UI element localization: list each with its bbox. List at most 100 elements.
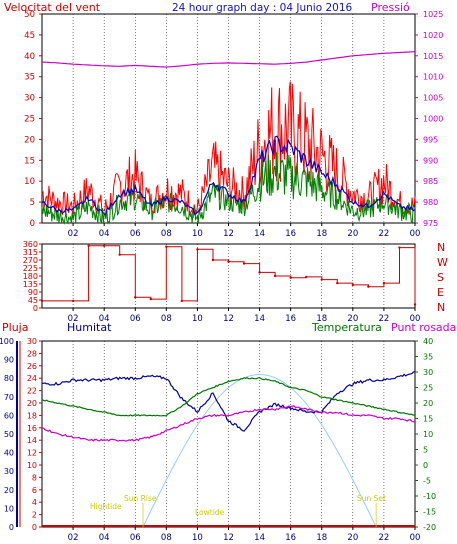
humidity-axis-label: 50 <box>4 430 14 439</box>
wind-direction-point <box>289 276 292 279</box>
humidity-x-label: 08 <box>161 533 172 543</box>
wind-direction-point <box>382 281 386 285</box>
rain-axis-label: 16 <box>27 424 37 433</box>
temperature-axis-label: -5 <box>423 477 431 486</box>
direction-x-label: 14 <box>254 314 265 324</box>
rain-axis-label: 14 <box>27 436 37 445</box>
wind-direction-point <box>351 283 355 287</box>
temperature-axis-label: -15 <box>423 508 436 517</box>
rain-axis-label: 26 <box>27 362 37 371</box>
direction-x-label: 22 <box>379 314 390 324</box>
humidity-line <box>41 370 416 432</box>
wind-direction-point <box>398 246 401 249</box>
humidity-x-label: 12 <box>223 533 234 543</box>
wind-direction-point <box>227 260 230 263</box>
pressure-axis-label: 1020 <box>423 31 443 40</box>
temperature-axis-label: 5 <box>423 446 428 455</box>
wind-direction-point <box>180 299 184 303</box>
direction-x-label: 08 <box>161 314 172 324</box>
compass-n-top: N <box>437 241 445 254</box>
humidity-axis-label: 60 <box>4 411 14 420</box>
direction-axis-label: 45 <box>28 296 38 305</box>
wind-axis-label: 45 <box>24 31 35 41</box>
wind-x-label: 00 <box>410 229 421 239</box>
wind-x-label: 16 <box>285 229 296 239</box>
rain-axis-label: 24 <box>27 374 37 383</box>
humidity-axis-label: 30 <box>4 467 14 476</box>
pressure-axis-label: 980 <box>423 198 438 207</box>
humidity-label: Humitat <box>67 321 112 334</box>
wind-direction-point <box>165 245 168 248</box>
wind-axis-label: 15 <box>24 156 35 166</box>
humidity-axis-label: 10 <box>4 504 14 513</box>
rain-axis-label: 12 <box>27 449 37 458</box>
wind-x-label: 02 <box>68 229 79 239</box>
wind-direction-point <box>305 275 308 279</box>
direction-x-label: 04 <box>99 314 110 324</box>
humidity-axis-label: 80 <box>4 374 14 383</box>
wind-x-label: 08 <box>161 229 172 239</box>
rain-axis-label: 6 <box>32 486 37 495</box>
pressure-axis-label: 975 <box>423 219 438 228</box>
humidity-axis-label: 20 <box>4 486 14 495</box>
rain-axis-label: 18 <box>27 411 37 420</box>
humidity-axis-label: 100 <box>0 337 14 346</box>
rain-label: Pluja <box>2 321 28 334</box>
temperature-axis-label: 10 <box>423 430 433 439</box>
humidity-axis-label: 90 <box>4 356 14 365</box>
direction-x-label: 12 <box>223 314 234 324</box>
humidity-x-label: 14 <box>254 533 265 543</box>
wind-direction-point <box>71 299 75 303</box>
dewpoint-label: Punt rosada <box>391 321 456 334</box>
sunset-annotation: Sun Set <box>357 494 386 503</box>
humidity-axis-label: 70 <box>4 393 14 402</box>
wind-axis-label: 25 <box>24 115 35 125</box>
wind-x-label: 10 <box>192 229 203 239</box>
rain-axis-label: 4 <box>32 498 37 507</box>
temperature-axis-label: 25 <box>423 384 433 393</box>
wind-speed-header: Velocitat del vent <box>4 1 101 14</box>
temperature-axis-label: 15 <box>423 415 433 424</box>
compass-w: W <box>437 256 448 269</box>
wind-axis-label: 10 <box>24 177 35 187</box>
temperature-axis-label: 20 <box>423 399 433 408</box>
direction-axis-label: 270 <box>23 256 38 265</box>
wind-direction-point <box>149 297 152 301</box>
direction-x-label: 18 <box>316 314 327 324</box>
direction-axis-label: 315 <box>23 248 38 257</box>
pressure-axis-label: 990 <box>423 156 438 165</box>
direction-axis-label: 90 <box>28 288 38 297</box>
temperature-axis-label: -20 <box>423 523 436 532</box>
rain-axis-label: 30 <box>27 337 37 346</box>
solar-radiation-curve <box>142 373 377 528</box>
humidity-x-label: 18 <box>316 533 327 543</box>
wind-average-line <box>41 135 416 216</box>
humidity-x-label: 04 <box>99 533 110 543</box>
wind-axis-label: 35 <box>24 73 35 83</box>
rain-axis-label: 0 <box>32 523 37 532</box>
direction-x-label: 02 <box>68 314 79 324</box>
pressure-axis-label: 1005 <box>423 94 443 103</box>
wind-axis-label: 40 <box>24 52 35 62</box>
direction-x-label: 20 <box>347 314 358 324</box>
wind-direction-point <box>336 281 339 285</box>
humidity-axis-label: 0 <box>9 523 14 532</box>
pressure-axis-label: 1025 <box>423 10 443 19</box>
wind-axis-label: 50 <box>24 10 35 20</box>
wind-direction-point <box>242 262 246 265</box>
direction-axis-label: 225 <box>23 264 38 273</box>
humidity-x-label: 02 <box>68 533 79 543</box>
temperature-axis-label: 35 <box>423 353 433 362</box>
rain-axis-label: 8 <box>32 473 37 482</box>
humidity-x-label: 22 <box>379 533 390 543</box>
wind-direction-point <box>87 244 90 247</box>
pressure-axis-label: 995 <box>423 135 438 144</box>
compass-e: E <box>437 286 444 299</box>
pressure-axis-label: 1000 <box>423 115 443 124</box>
wind-x-label: 12 <box>223 229 234 239</box>
rain-axis-label: 20 <box>27 399 37 408</box>
temperature-axis-label: 40 <box>423 337 433 346</box>
wind-axis-label: 30 <box>24 94 35 104</box>
rain-axis-label: 10 <box>27 461 37 470</box>
